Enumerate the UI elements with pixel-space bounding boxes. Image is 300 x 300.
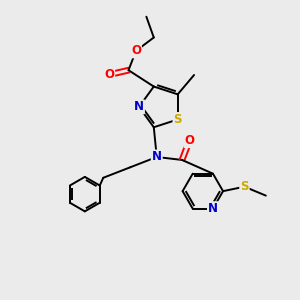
Text: O: O xyxy=(131,44,141,57)
Text: O: O xyxy=(184,134,194,147)
Text: N: N xyxy=(134,100,144,113)
Text: S: S xyxy=(240,180,249,193)
Text: N: N xyxy=(208,202,218,215)
Text: N: N xyxy=(152,151,162,164)
Text: O: O xyxy=(104,68,114,81)
Text: S: S xyxy=(173,113,182,126)
